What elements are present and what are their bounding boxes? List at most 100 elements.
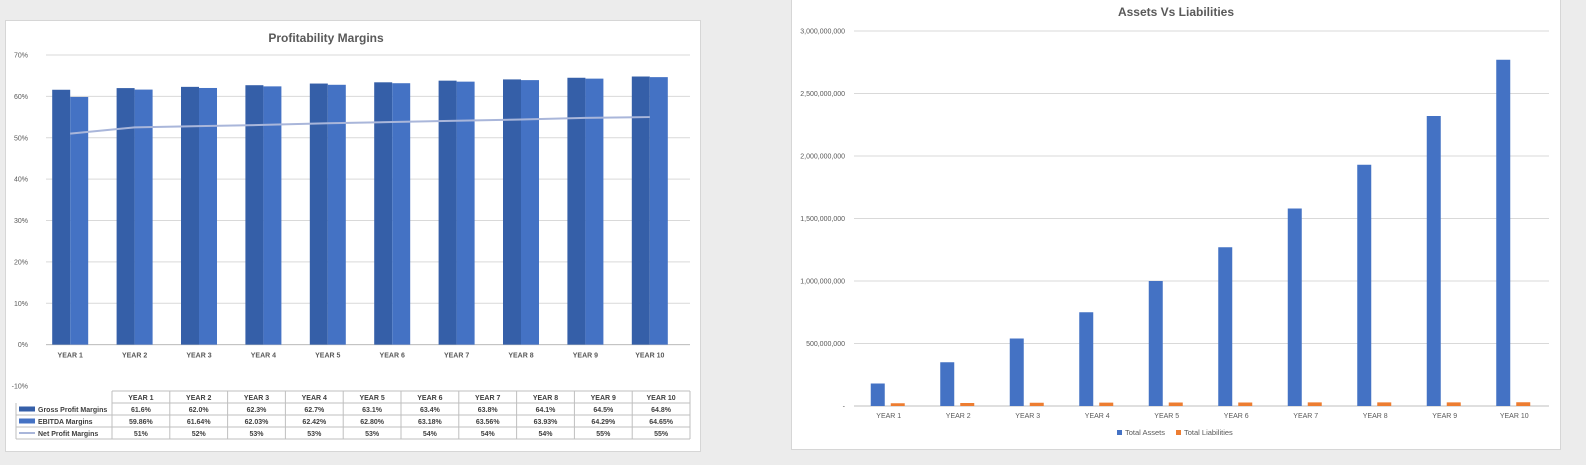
- table-header-cell: YEAR 1: [128, 395, 153, 402]
- table-row-net-profit-cell: 54%: [481, 431, 496, 438]
- bar-total-assets: [1079, 312, 1094, 406]
- bar-total-assets: [1218, 247, 1233, 406]
- table-header-cell: YEAR 2: [186, 395, 211, 402]
- bar-total-liabilities: [1029, 402, 1044, 406]
- table-header-cell: YEAR 4: [302, 395, 327, 402]
- profitability-chart: Profitability Margins 70% 60% 50% 40% 30% 20%…: [12, 31, 691, 440]
- table-header-cell: YEAR 6: [417, 395, 442, 402]
- table-row-ebitda-cell: 62.80%: [360, 419, 385, 426]
- x-category-label: YEAR 5: [1154, 413, 1179, 420]
- table-row-gross-profit-cell: 62.0%: [189, 407, 210, 414]
- table-row-ebitda-cell: 63.93%: [534, 419, 559, 426]
- bar-gross-profit: [245, 85, 264, 345]
- bar-total-liabilities: [890, 403, 905, 406]
- bar-gross-profit: [631, 76, 650, 345]
- legend-key-total-assets: [1117, 430, 1122, 435]
- y-tick-label: 0%: [18, 342, 28, 349]
- table-header-cell: YEAR 10: [647, 395, 676, 402]
- bar-total-assets: [940, 362, 955, 406]
- bar-gross-profit: [309, 83, 328, 345]
- table-row-gross-profit-cell: 64.5%: [593, 407, 614, 414]
- net-profit-line: [70, 116, 650, 135]
- table-row-net-profit-cell: 52%: [192, 431, 207, 438]
- table-row-ebitda-cell: 62.42%: [302, 419, 327, 426]
- profitability-chart-panel: Profitability Margins 70% 60% 50% 40% 30% 20%…: [5, 20, 701, 452]
- legend-label-total-liabilities: Total Liabilities: [1184, 428, 1233, 437]
- table-row-ebitda-cell: 64.29%: [591, 419, 616, 426]
- bar-gross-profit: [503, 79, 521, 345]
- y-tick-label: 10%: [14, 301, 28, 308]
- bar-ebitda: [585, 78, 604, 345]
- x-category-label: YEAR 10: [635, 353, 664, 360]
- table-row-gross-profit-cell: 61.6%: [131, 407, 152, 414]
- bar-ebitda: [134, 89, 153, 345]
- x-category-label: YEAR 5: [315, 353, 340, 360]
- table-header-cell: YEAR 7: [475, 395, 500, 402]
- x-category-label: YEAR 7: [1293, 413, 1318, 420]
- y-tick-label: 1,500,000,000: [800, 216, 845, 223]
- bar-gross-profit: [52, 89, 71, 345]
- table-row-ebitda-cell: 63.56%: [476, 419, 501, 426]
- y-tick-label: 3,000,000,000: [800, 29, 845, 36]
- x-category-label: YEAR 3: [186, 353, 211, 360]
- table-row-gross-profit-cell: 63.1%: [362, 407, 383, 414]
- bar-ebitda: [649, 77, 668, 345]
- y-tick-label: 70%: [14, 53, 28, 60]
- x-category-label: YEAR 9: [1432, 413, 1457, 420]
- bar-total-liabilities: [1446, 402, 1461, 406]
- bar-gross-profit: [438, 80, 457, 345]
- bar-total-assets: [1148, 281, 1163, 406]
- bar-total-assets: [1496, 59, 1511, 406]
- table-header-cell: YEAR 5: [359, 395, 384, 402]
- table-row-gross-profit-cell: 64.8%: [651, 407, 672, 414]
- bar-total-liabilities: [1516, 402, 1531, 406]
- y-tick-label: 2,500,000,000: [800, 91, 845, 98]
- table-header-cell: YEAR 3: [244, 395, 269, 402]
- x-category-label: YEAR 3: [1015, 413, 1040, 420]
- y-tick-label: 500,000,000: [806, 341, 845, 348]
- x-category-label: YEAR 6: [1224, 413, 1249, 420]
- x-category-label: YEAR 8: [508, 353, 533, 360]
- table-row-gross-profit-cell: 63.8%: [478, 407, 499, 414]
- legend-key-gross-profit: [19, 406, 35, 412]
- x-category-label: YEAR 10: [1500, 413, 1529, 420]
- y-tick-label: 2,000,000,000: [800, 154, 845, 161]
- table-header-cell: YEAR 8: [533, 395, 558, 402]
- x-category-label: YEAR 4: [251, 353, 276, 360]
- bar-ebitda: [392, 83, 411, 345]
- x-category-label: YEAR 4: [1085, 413, 1110, 420]
- bar-gross-profit: [181, 86, 199, 345]
- table-row-gross-profit-cell: 63.4%: [420, 407, 441, 414]
- table-row-ebitda-cell: 64.65%: [649, 419, 674, 426]
- table-row-gross-profit-cell: 62.7%: [304, 407, 325, 414]
- bar-total-liabilities: [1377, 402, 1392, 406]
- table-row-net-profit-cell: 51%: [134, 431, 149, 438]
- bar-ebitda: [263, 86, 282, 345]
- assets-liabilities-chart-panel: Assets Vs Liabilities 3,000,000,000 2,500…: [791, 0, 1561, 450]
- y-tick-label: 20%: [14, 259, 28, 266]
- table-row-net-profit-cell: 53%: [307, 431, 322, 438]
- bar-total-liabilities: [960, 403, 975, 406]
- y-tick-label: 30%: [14, 218, 28, 225]
- table-header-cell: YEAR 9: [591, 395, 616, 402]
- bar-total-liabilities: [1099, 402, 1114, 406]
- bar-ebitda: [327, 84, 346, 345]
- y-tick-label: 40%: [14, 177, 28, 184]
- x-category-label: YEAR 1: [58, 353, 83, 360]
- x-category-label: YEAR 2: [946, 413, 971, 420]
- table-row-gross-profit-cell: 62.3%: [247, 407, 268, 414]
- table-row-ebitda-cell: 63.18%: [418, 419, 443, 426]
- bar-gross-profit: [374, 82, 393, 345]
- bar-ebitda: [199, 87, 217, 345]
- x-category-label: YEAR 8: [1363, 413, 1388, 420]
- legend-key-ebitda: [19, 418, 35, 424]
- table-row-ebitda-cell: 62.03%: [245, 419, 270, 426]
- bar-gross-profit: [116, 88, 135, 345]
- bar-total-liabilities: [1168, 402, 1183, 406]
- legend-label-total-assets: Total Assets: [1125, 428, 1165, 437]
- table-row-ebitda-cell: 61.64%: [187, 419, 212, 426]
- table-row-net-profit-cell: 55%: [596, 431, 611, 438]
- profitability-chart-title: Profitability Margins: [268, 31, 384, 45]
- x-category-label: YEAR 7: [444, 353, 469, 360]
- y-tick-label: 50%: [14, 135, 28, 142]
